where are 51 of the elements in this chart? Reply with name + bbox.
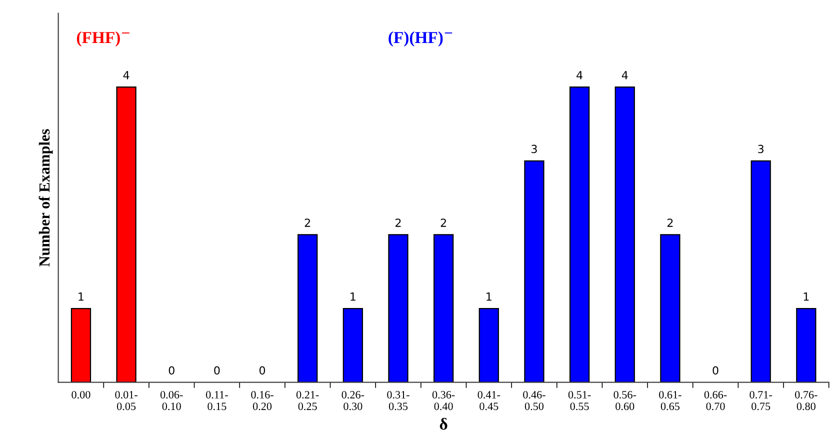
- data-label: 2: [396, 218, 401, 227]
- data-label: 3: [532, 144, 537, 154]
- bar: [342, 308, 363, 382]
- data-label: 1: [486, 292, 492, 301]
- x-tick-label: 0.76- 0.80: [795, 390, 818, 410]
- bar: [569, 86, 590, 382]
- x-tick-label: 0.00: [72, 390, 90, 399]
- bar: [660, 234, 680, 382]
- x-tick-label: 0.06- 0.10: [160, 390, 183, 410]
- bar: [298, 234, 318, 382]
- annotation: (FHF)$^{−}$: [76, 31, 130, 47]
- x-tick-label: 0.36- 0.40: [432, 390, 455, 410]
- x-tick-label: 0.41- 0.45: [478, 390, 500, 410]
- data-label: 1: [78, 292, 84, 301]
- data-label: 4: [622, 71, 628, 80]
- data-label: 0: [259, 366, 266, 375]
- annotation: (F)(HF)$^{−}$: [388, 31, 452, 47]
- bar: [750, 160, 771, 382]
- data-label: 0: [214, 366, 220, 375]
- data-label: 1: [804, 292, 809, 301]
- bar: [388, 234, 408, 382]
- data-label: 2: [304, 218, 310, 227]
- x-tick-label: 0.31- 0.35: [387, 390, 410, 410]
- x-tick-label: 0.21- 0.25: [296, 390, 319, 410]
- data-label: 2: [667, 218, 673, 227]
- data-label: 4: [576, 71, 582, 80]
- x-axis-title: δ: [440, 418, 448, 430]
- data-label: 1: [350, 292, 356, 301]
- x-tick-label: 0.66- 0.70: [704, 390, 727, 410]
- data-label: 2: [440, 218, 446, 227]
- y-axis-title: Number of Examples: [38, 129, 53, 267]
- x-tick-label: 0.46- 0.50: [523, 390, 546, 410]
- bar: [434, 234, 454, 382]
- data-label: 4: [123, 71, 130, 80]
- bar: [614, 86, 635, 382]
- bar: [478, 308, 499, 382]
- x-tick-label: 0.71- 0.75: [750, 390, 772, 410]
- x-tick-label: 0.11- 0.15: [206, 390, 228, 410]
- bar: [70, 308, 92, 382]
- bar: [116, 86, 136, 382]
- bar: [524, 160, 544, 382]
- x-tick-label: 0.26- 0.30: [342, 390, 364, 410]
- x-tick-label: 0.51- 0.55: [568, 390, 591, 410]
- x-tick-label: 0.56- 0.60: [614, 390, 636, 410]
- data-label: 3: [758, 144, 764, 154]
- x-tick-label: 0.61- 0.65: [659, 390, 682, 410]
- x-tick-label: 0.01- 0.05: [115, 390, 138, 410]
- data-label: 0: [712, 366, 718, 375]
- x-tick-label: 0.16- 0.20: [251, 390, 274, 410]
- data-label: 0: [168, 366, 174, 375]
- bar: [796, 308, 816, 382]
